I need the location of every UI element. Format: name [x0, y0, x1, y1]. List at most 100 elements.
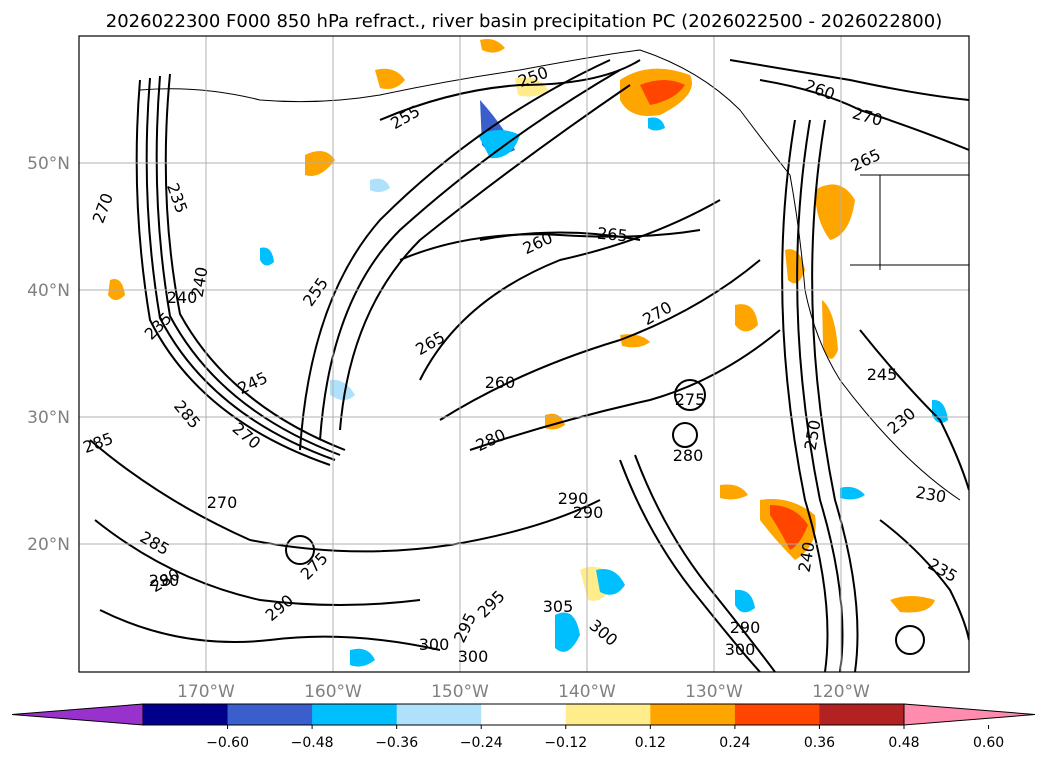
shade-patch — [350, 648, 375, 667]
shade-patch — [735, 304, 758, 332]
lat-tick: 40°N — [27, 281, 70, 301]
colorbar-tick-label: −0.48 — [291, 735, 334, 751]
contour-label: 300 — [458, 647, 489, 666]
lon-tick: 140°W — [558, 682, 616, 702]
lat-tick: 20°N — [27, 535, 70, 555]
contour-line — [729, 59, 969, 101]
contour-line — [759, 79, 969, 151]
contour-line — [781, 119, 829, 672]
contour-label: 290 — [730, 618, 761, 637]
coastline — [139, 49, 791, 176]
colorbar-segment — [143, 704, 229, 725]
contour-loop — [285, 535, 315, 565]
shade-patch — [330, 379, 355, 400]
contour-label: 290 — [573, 503, 604, 522]
colorbar-tick-label: −0.36 — [375, 735, 418, 751]
shade-patch — [478, 130, 520, 159]
lat-tick: 30°N — [27, 408, 70, 428]
contour-line — [811, 119, 859, 672]
precip-shading — [108, 39, 948, 667]
shade-patch — [515, 77, 548, 97]
contour-label: 240 — [167, 288, 198, 307]
shade-patch — [640, 80, 685, 105]
shade-patch — [555, 612, 580, 652]
contour-line — [859, 329, 969, 491]
colorbar-segment — [227, 704, 313, 725]
lat-tick: 50°N — [27, 154, 70, 174]
shade-patch — [785, 249, 805, 284]
colorbar-extend-min — [11, 703, 144, 726]
contour-label: 245 — [867, 365, 898, 384]
colorbar-segment — [650, 704, 736, 725]
map-frame — [78, 35, 970, 673]
contour-line — [99, 609, 441, 651]
shade-patch — [815, 184, 855, 240]
contour-line — [379, 59, 641, 121]
colorbar-tick-label: −0.12 — [544, 735, 587, 751]
shade-patch — [890, 596, 935, 613]
contour-line — [879, 519, 969, 641]
colorbar-tick-label: −0.24 — [460, 735, 503, 751]
contour-loop — [674, 379, 706, 411]
lon-tick: 170°W — [177, 682, 235, 702]
colorbar-segment — [396, 704, 482, 725]
contour-line — [89, 439, 601, 553]
coastline — [789, 174, 961, 501]
lon-tick: 130°W — [685, 682, 743, 702]
shade-patch — [735, 589, 755, 613]
contour-line — [439, 259, 761, 421]
contour-label: 300 — [419, 635, 450, 654]
shade-patch — [370, 178, 390, 193]
shade-patch — [822, 300, 838, 359]
contour-line — [145, 77, 336, 461]
shade-patch — [596, 569, 625, 595]
refractivity-contours — [89, 59, 969, 672]
graticule — [79, 36, 969, 672]
contour-line — [399, 229, 701, 261]
contour-line — [155, 75, 341, 456]
lon-tick: 120°W — [812, 682, 870, 702]
contour-label: 290 — [149, 571, 180, 590]
contour-line — [94, 519, 421, 606]
colorbar-tick-label: 0.60 — [973, 735, 1004, 751]
colorbar-frame — [142, 703, 905, 726]
colorbar-tick-label: −0.60 — [206, 735, 249, 751]
contour-line — [339, 84, 631, 431]
contour-line — [135, 79, 331, 466]
colorbar-segment — [734, 704, 820, 725]
colorbar-segment — [312, 704, 398, 725]
shade-patch — [770, 505, 808, 550]
colorbar-tick-label: 0.12 — [635, 735, 666, 751]
contour-label: 275 — [675, 390, 706, 409]
colorbar: −0.60 −0.48 −0.36 −0.24 −0.12 0.12 0.24 0.36 0.4… — [11, 703, 1036, 751]
colorbar-segment — [819, 704, 905, 725]
contour-label: 305 — [543, 597, 574, 616]
lon-axis: 170°W 160°W 150°W 140°W 130°W 120°W — [177, 682, 870, 702]
map-title: 2026022300 F000 850 hPa refract., river … — [106, 11, 942, 32]
contour-label: 260 — [485, 373, 516, 392]
coastlines — [139, 49, 969, 501]
shade-patch — [260, 247, 274, 266]
colorbar-segment — [481, 704, 567, 725]
colorbar-extend-max — [903, 703, 1036, 726]
contour-line — [164, 73, 346, 451]
shade-patch — [480, 39, 505, 53]
shade-patch — [648, 117, 665, 131]
contour-line — [479, 231, 641, 241]
contour-line — [796, 119, 844, 672]
contour-label: 290 — [558, 489, 589, 508]
shade-patch — [840, 486, 865, 500]
contour-label: 265 — [596, 224, 628, 246]
contour-label: 270 — [207, 493, 238, 512]
contour-loop — [895, 625, 925, 655]
lon-tick: 160°W — [304, 682, 362, 702]
shade-patch — [720, 484, 748, 500]
shade-patch — [375, 68, 405, 89]
contour-loop — [672, 422, 698, 448]
colorbar-tick-label: 0.24 — [719, 735, 750, 751]
contour-line — [469, 329, 781, 451]
contour-line — [634, 454, 776, 672]
colorbar-tick-label: 0.36 — [804, 735, 835, 751]
